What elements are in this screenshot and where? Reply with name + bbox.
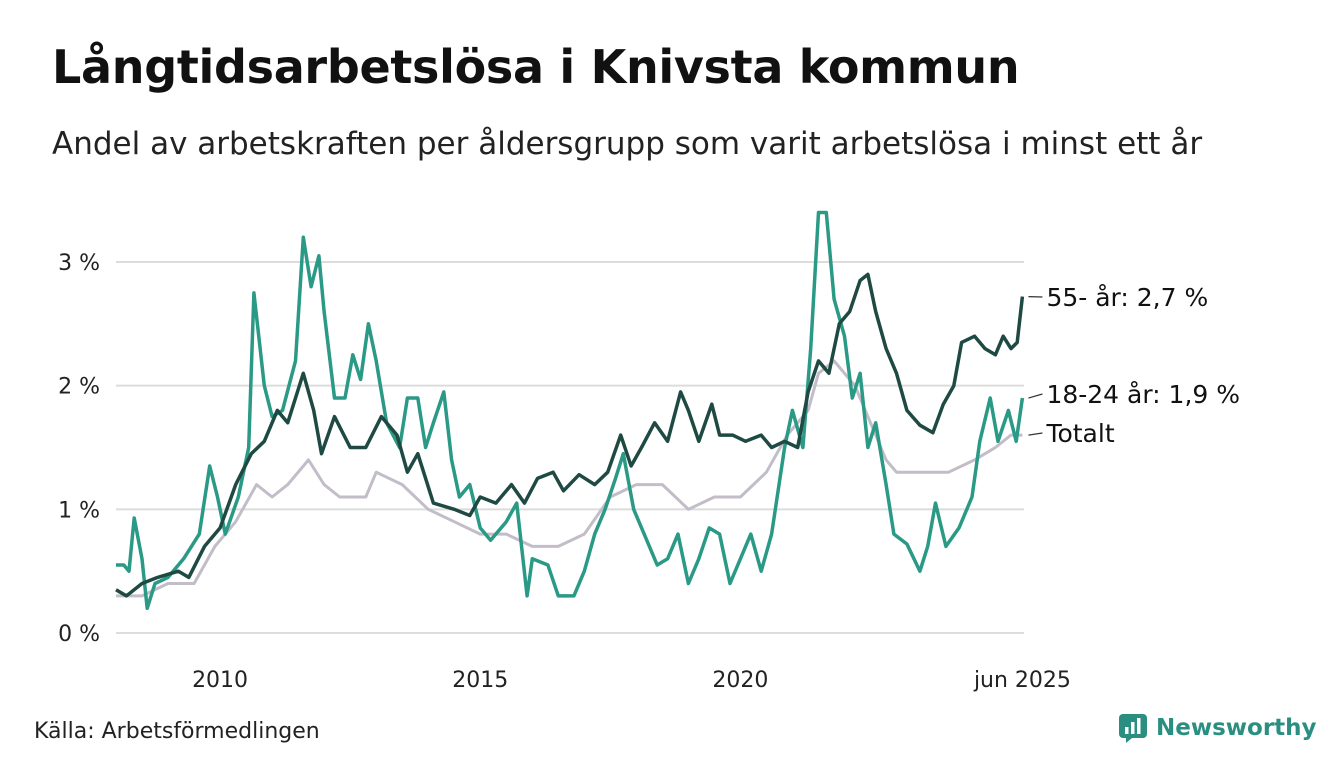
source-note: Källa: Arbetsförmedlingen [34, 719, 320, 744]
brand-logo: Newsworthy [1118, 713, 1317, 743]
x-tick-label: 2015 [452, 668, 508, 693]
y-tick-label: 3 % [58, 251, 100, 276]
series-line [116, 359, 1023, 598]
chart-subtitle: Andel av arbetskraften per åldersgrupp s… [52, 126, 1203, 162]
newsworthy-logo-icon [1119, 714, 1147, 743]
chart-title: Långtidsarbetslösa i Knivsta kommun [52, 40, 1020, 94]
label-leader [1028, 393, 1043, 399]
y-tick-label: 2 % [58, 375, 100, 400]
series-line [115, 272, 1025, 598]
series-line [116, 210, 1025, 611]
series-end-label: 55- år: 2,7 % [1046, 283, 1208, 312]
x-tick-label: jun 2025 [973, 668, 1071, 693]
y-tick-label: 1 % [58, 498, 100, 523]
series-end-label: 18-24 år: 1,9 % [1046, 380, 1240, 409]
y-tick-label: 0 % [58, 622, 100, 647]
series-end-label: Totalt [1045, 419, 1114, 448]
x-tick-label: 2020 [712, 668, 768, 693]
brand-name: Newsworthy [1156, 715, 1317, 741]
label-leader [1028, 432, 1043, 436]
x-tick-label: 2010 [192, 668, 248, 693]
